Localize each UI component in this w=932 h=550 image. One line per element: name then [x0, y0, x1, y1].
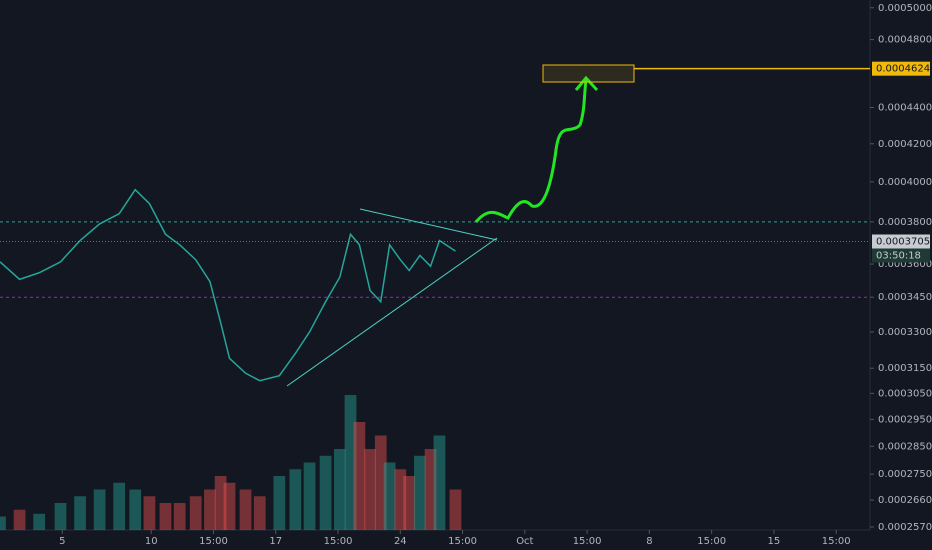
- price-label: 0.00037055: [876, 237, 932, 248]
- target-box: [542, 64, 635, 83]
- x-tick-label: 5: [59, 536, 65, 547]
- volume-bar: [433, 435, 446, 530]
- volume-bar: [223, 482, 236, 530]
- volume-bar: [239, 489, 252, 530]
- volume-bar: [289, 469, 302, 530]
- volume-bar: [129, 489, 142, 530]
- volume-bar: [273, 476, 286, 530]
- volume-bar: [374, 435, 387, 530]
- volume-bar: [353, 422, 366, 530]
- volume-bar: [74, 496, 86, 530]
- volume-bar: [394, 469, 407, 530]
- volume-bar: [159, 503, 172, 530]
- x-tick-label: 15:00: [199, 536, 228, 547]
- volume-bar: [424, 449, 437, 530]
- price-line: [0, 188, 456, 382]
- volume-bar: [143, 496, 156, 530]
- volume-bar: [93, 489, 106, 530]
- projection-arrow: [474, 79, 588, 223]
- volume-bar: [414, 455, 426, 530]
- volume-bar: [403, 476, 416, 530]
- x-tick-label: 10: [145, 536, 158, 547]
- x-tick-label: Oct: [516, 536, 533, 547]
- volume-bar: [113, 482, 126, 530]
- x-tick-label: 15:00: [573, 536, 602, 547]
- volume-bar: [189, 496, 202, 530]
- volume-bar: [0, 516, 6, 530]
- countdown: 03:50:18: [876, 251, 921, 262]
- volume-bar: [214, 476, 227, 530]
- price-label-box: [872, 61, 930, 76]
- volume-bar: [253, 496, 266, 530]
- x-tick-label: 24: [394, 536, 407, 547]
- trend-line: [286, 237, 498, 387]
- x-tick-label: 15:00: [822, 536, 851, 547]
- countdown-box: [872, 248, 930, 263]
- price-label-box: [872, 234, 930, 249]
- volume-bar: [449, 489, 462, 530]
- volume-bar: [303, 462, 316, 530]
- x-tick-label: 15: [768, 536, 781, 547]
- volume-bar: [344, 395, 357, 530]
- x-tick-label: 15:00: [448, 536, 477, 547]
- x-tick-label: 17: [269, 536, 282, 547]
- price-label: 0.00046244: [876, 64, 932, 75]
- y-tick-label: 0.00025700: [878, 522, 932, 533]
- arrow-head: [574, 75, 599, 92]
- volume-bar: [333, 449, 346, 530]
- volume-bar: [319, 455, 332, 530]
- volume-bar: [13, 509, 26, 530]
- volume-bar: [54, 503, 67, 530]
- volume-bar: [383, 462, 396, 530]
- volume-bar: [33, 513, 46, 530]
- marks: [0, 7, 874, 534]
- volume-bar: [204, 489, 216, 530]
- trend-line: [359, 208, 498, 241]
- x-tick-label: 8: [646, 536, 652, 547]
- volume-bar: [364, 449, 376, 530]
- x-tick-label: 15:00: [697, 536, 726, 547]
- volume-bar: [173, 503, 186, 530]
- x-tick-label: 15:00: [324, 536, 353, 547]
